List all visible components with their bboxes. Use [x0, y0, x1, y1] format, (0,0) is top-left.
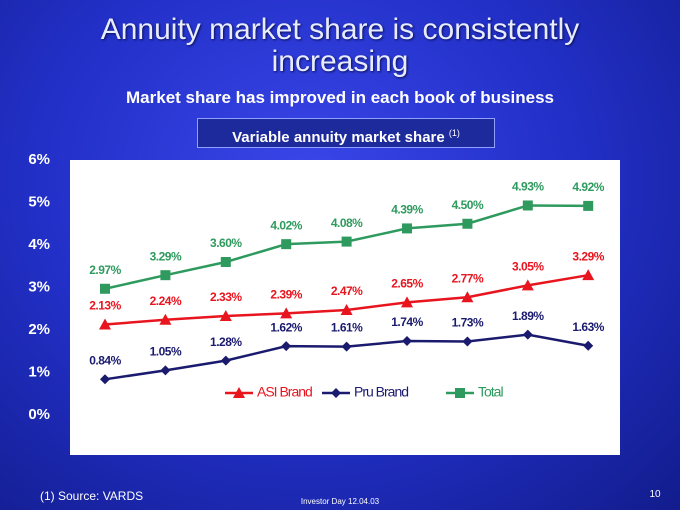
- data-point: [281, 341, 292, 352]
- footer: Investor Day 12.04.03: [300, 497, 380, 506]
- legend-label: ASI Brand: [257, 384, 312, 400]
- page-number: 10: [649, 489, 661, 500]
- data-label: 2.97%: [89, 263, 121, 277]
- data-label: 3.29%: [150, 249, 182, 263]
- x-tick-label: May-03: [326, 431, 369, 447]
- x-tick-label: Jul-03: [450, 431, 486, 447]
- data-label: 2.39%: [270, 288, 302, 302]
- data-label: 1.74%: [391, 315, 423, 329]
- data-point: [220, 257, 231, 267]
- data-label: 3.05%: [512, 260, 544, 274]
- footnote-ref: (1): [448, 128, 460, 138]
- data-point: [100, 374, 110, 385]
- data-label: 1.61%: [331, 321, 363, 335]
- data-point: [159, 313, 172, 325]
- data-label: 2.24%: [150, 294, 182, 308]
- data-label: 2.77%: [452, 271, 484, 285]
- y-tick-label: 0%: [28, 406, 50, 423]
- data-label: 2.47%: [331, 284, 363, 298]
- slide-title: Annuity market share is consistently inc…: [100, 13, 580, 78]
- y-tick-label: 5%: [28, 193, 50, 210]
- x-tick-label: Feb-03: [146, 431, 186, 447]
- legend-marker: [233, 387, 245, 398]
- data-label: 1.89%: [512, 309, 544, 323]
- data-point: [522, 329, 533, 340]
- data-label: 1.28%: [210, 335, 242, 349]
- data-label: 4.39%: [391, 203, 423, 217]
- data-label: 4.92%: [572, 180, 604, 194]
- legend-marker: [331, 388, 341, 398]
- y-tick-label: 3%: [28, 278, 50, 295]
- data-label: 4.02%: [270, 218, 302, 232]
- y-tick-label: 4%: [28, 236, 50, 253]
- data-point: [100, 283, 110, 294]
- y-tick-label: 6%: [28, 151, 50, 168]
- data-label: 0.84%: [89, 353, 121, 367]
- data-point: [461, 291, 474, 303]
- data-point: [583, 340, 594, 351]
- data-label: 4.93%: [512, 180, 544, 194]
- data-label: 2.13%: [89, 299, 121, 313]
- data-label: 1.05%: [150, 345, 182, 359]
- data-point: [582, 269, 595, 281]
- legend-label: Total: [478, 384, 503, 400]
- x-tick-label: Apr-03: [267, 431, 307, 447]
- data-point: [462, 218, 473, 229]
- data-point: [521, 279, 534, 291]
- data-label: 2.65%: [391, 277, 423, 291]
- y-tick-label: 2%: [28, 321, 50, 338]
- data-point: [522, 200, 533, 211]
- x-tick-label: Sep-03: [568, 431, 609, 447]
- data-label: 1.73%: [452, 316, 484, 330]
- chart-title: Variable annuity market share: [232, 129, 445, 146]
- data-point: [160, 270, 171, 281]
- legend-label: Pru Brand: [354, 384, 408, 400]
- data-point: [341, 236, 352, 247]
- y-tick-label: 1%: [28, 363, 50, 380]
- slide-subtitle: Market share has improved in each book o…: [126, 88, 554, 107]
- data-point: [220, 355, 231, 366]
- data-label: 2.33%: [210, 290, 242, 304]
- data-label: 3.60%: [210, 236, 242, 250]
- data-point: [219, 309, 232, 321]
- data-label: 3.29%: [572, 249, 604, 263]
- x-tick-label: Jun-03: [387, 431, 427, 447]
- footnote: (1) Source: VARDS: [40, 489, 144, 503]
- data-point: [99, 318, 111, 330]
- data-point: [280, 307, 293, 319]
- data-point: [402, 336, 412, 347]
- data-label: 4.50%: [452, 198, 484, 212]
- data-point: [341, 341, 352, 352]
- x-tick-label: Jan-03: [86, 431, 126, 447]
- data-point: [401, 296, 413, 308]
- legend-marker: [455, 388, 465, 398]
- data-point: [340, 304, 353, 316]
- data-point: [281, 239, 292, 250]
- data-label: 1.63%: [572, 320, 604, 334]
- chart-title-box: Variable annuity market share (1): [197, 118, 495, 148]
- data-point: [402, 223, 412, 234]
- data-label: 4.08%: [331, 216, 363, 230]
- data-point: [583, 200, 594, 211]
- x-tick-label: Aug-03: [507, 431, 550, 447]
- data-point: [462, 336, 473, 347]
- data-label: 1.62%: [270, 320, 302, 334]
- data-point: [160, 365, 171, 376]
- x-tick-label: Mar-03: [206, 431, 246, 447]
